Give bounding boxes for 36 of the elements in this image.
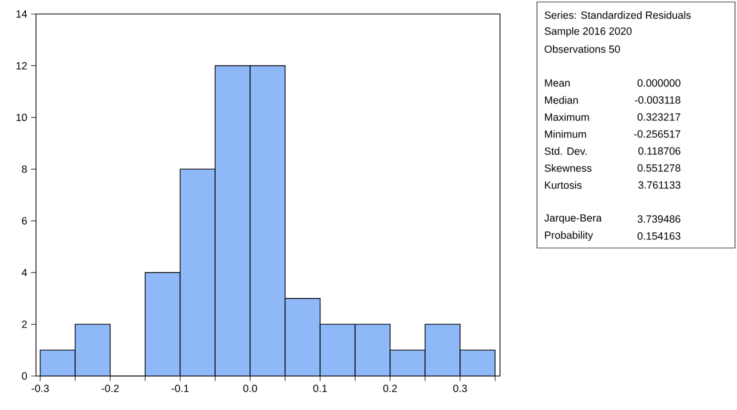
y-tick-label: 12 (16, 62, 27, 70)
text: Std. Dev. (544, 147, 586, 155)
y-tick-label: 8 (22, 165, 27, 173)
text: Probability (545, 231, 594, 241)
text: 0.154163 (638, 232, 680, 240)
text: 0.551278 (638, 164, 680, 172)
y-tick-label: 6 (22, 217, 27, 225)
text: -0.256517 (634, 130, 680, 138)
text: 3.761133 (638, 181, 680, 189)
text: Median (545, 96, 578, 104)
text: Kurtosis (545, 181, 582, 189)
x-tick-label: 0.2 (383, 384, 397, 392)
text: 3.739486 (638, 215, 680, 223)
text: 0.000000 (638, 79, 680, 87)
text: 0.323217 (638, 113, 680, 121)
text: Maximum (545, 113, 589, 121)
text: Series: Standardized Residuals (544, 11, 691, 19)
y-tick-label: 2 (22, 320, 27, 328)
x-tick-label: 0.3 (453, 384, 467, 392)
text: Mean (545, 79, 570, 87)
y-tick-label: 0 (22, 372, 27, 380)
x-tick-label: -0.1 (172, 384, 189, 392)
text: Minimum (545, 130, 586, 138)
x-tick-label: 0.0 (243, 384, 258, 392)
x-tick-label: -0.2 (102, 384, 119, 392)
text: Jarque-Bera (544, 214, 602, 224)
text: Observations 50 (544, 45, 620, 53)
x-tick-label: -0.3 (32, 384, 49, 392)
y-tick-label: 14 (16, 10, 27, 18)
y-tick-label: 10 (16, 114, 27, 122)
text: Sample 2016 2020 (544, 27, 632, 37)
text: 0.118706 (638, 147, 680, 155)
text: -0.003118 (634, 96, 680, 104)
text: Skewness (544, 164, 592, 172)
x-tick-label: 0.1 (313, 384, 327, 392)
y-tick-label: 4 (22, 268, 27, 276)
